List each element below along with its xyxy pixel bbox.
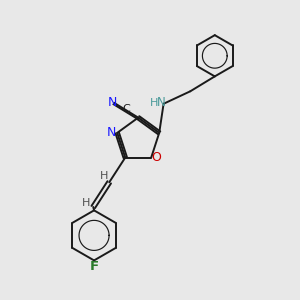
Text: N: N [157,96,166,110]
Text: H: H [100,171,108,181]
Text: N: N [107,126,117,140]
Text: H: H [150,98,158,108]
Text: F: F [89,260,99,273]
Text: H: H [82,198,90,208]
Text: C: C [122,104,130,114]
Text: N: N [108,96,118,109]
Text: O: O [152,151,161,164]
